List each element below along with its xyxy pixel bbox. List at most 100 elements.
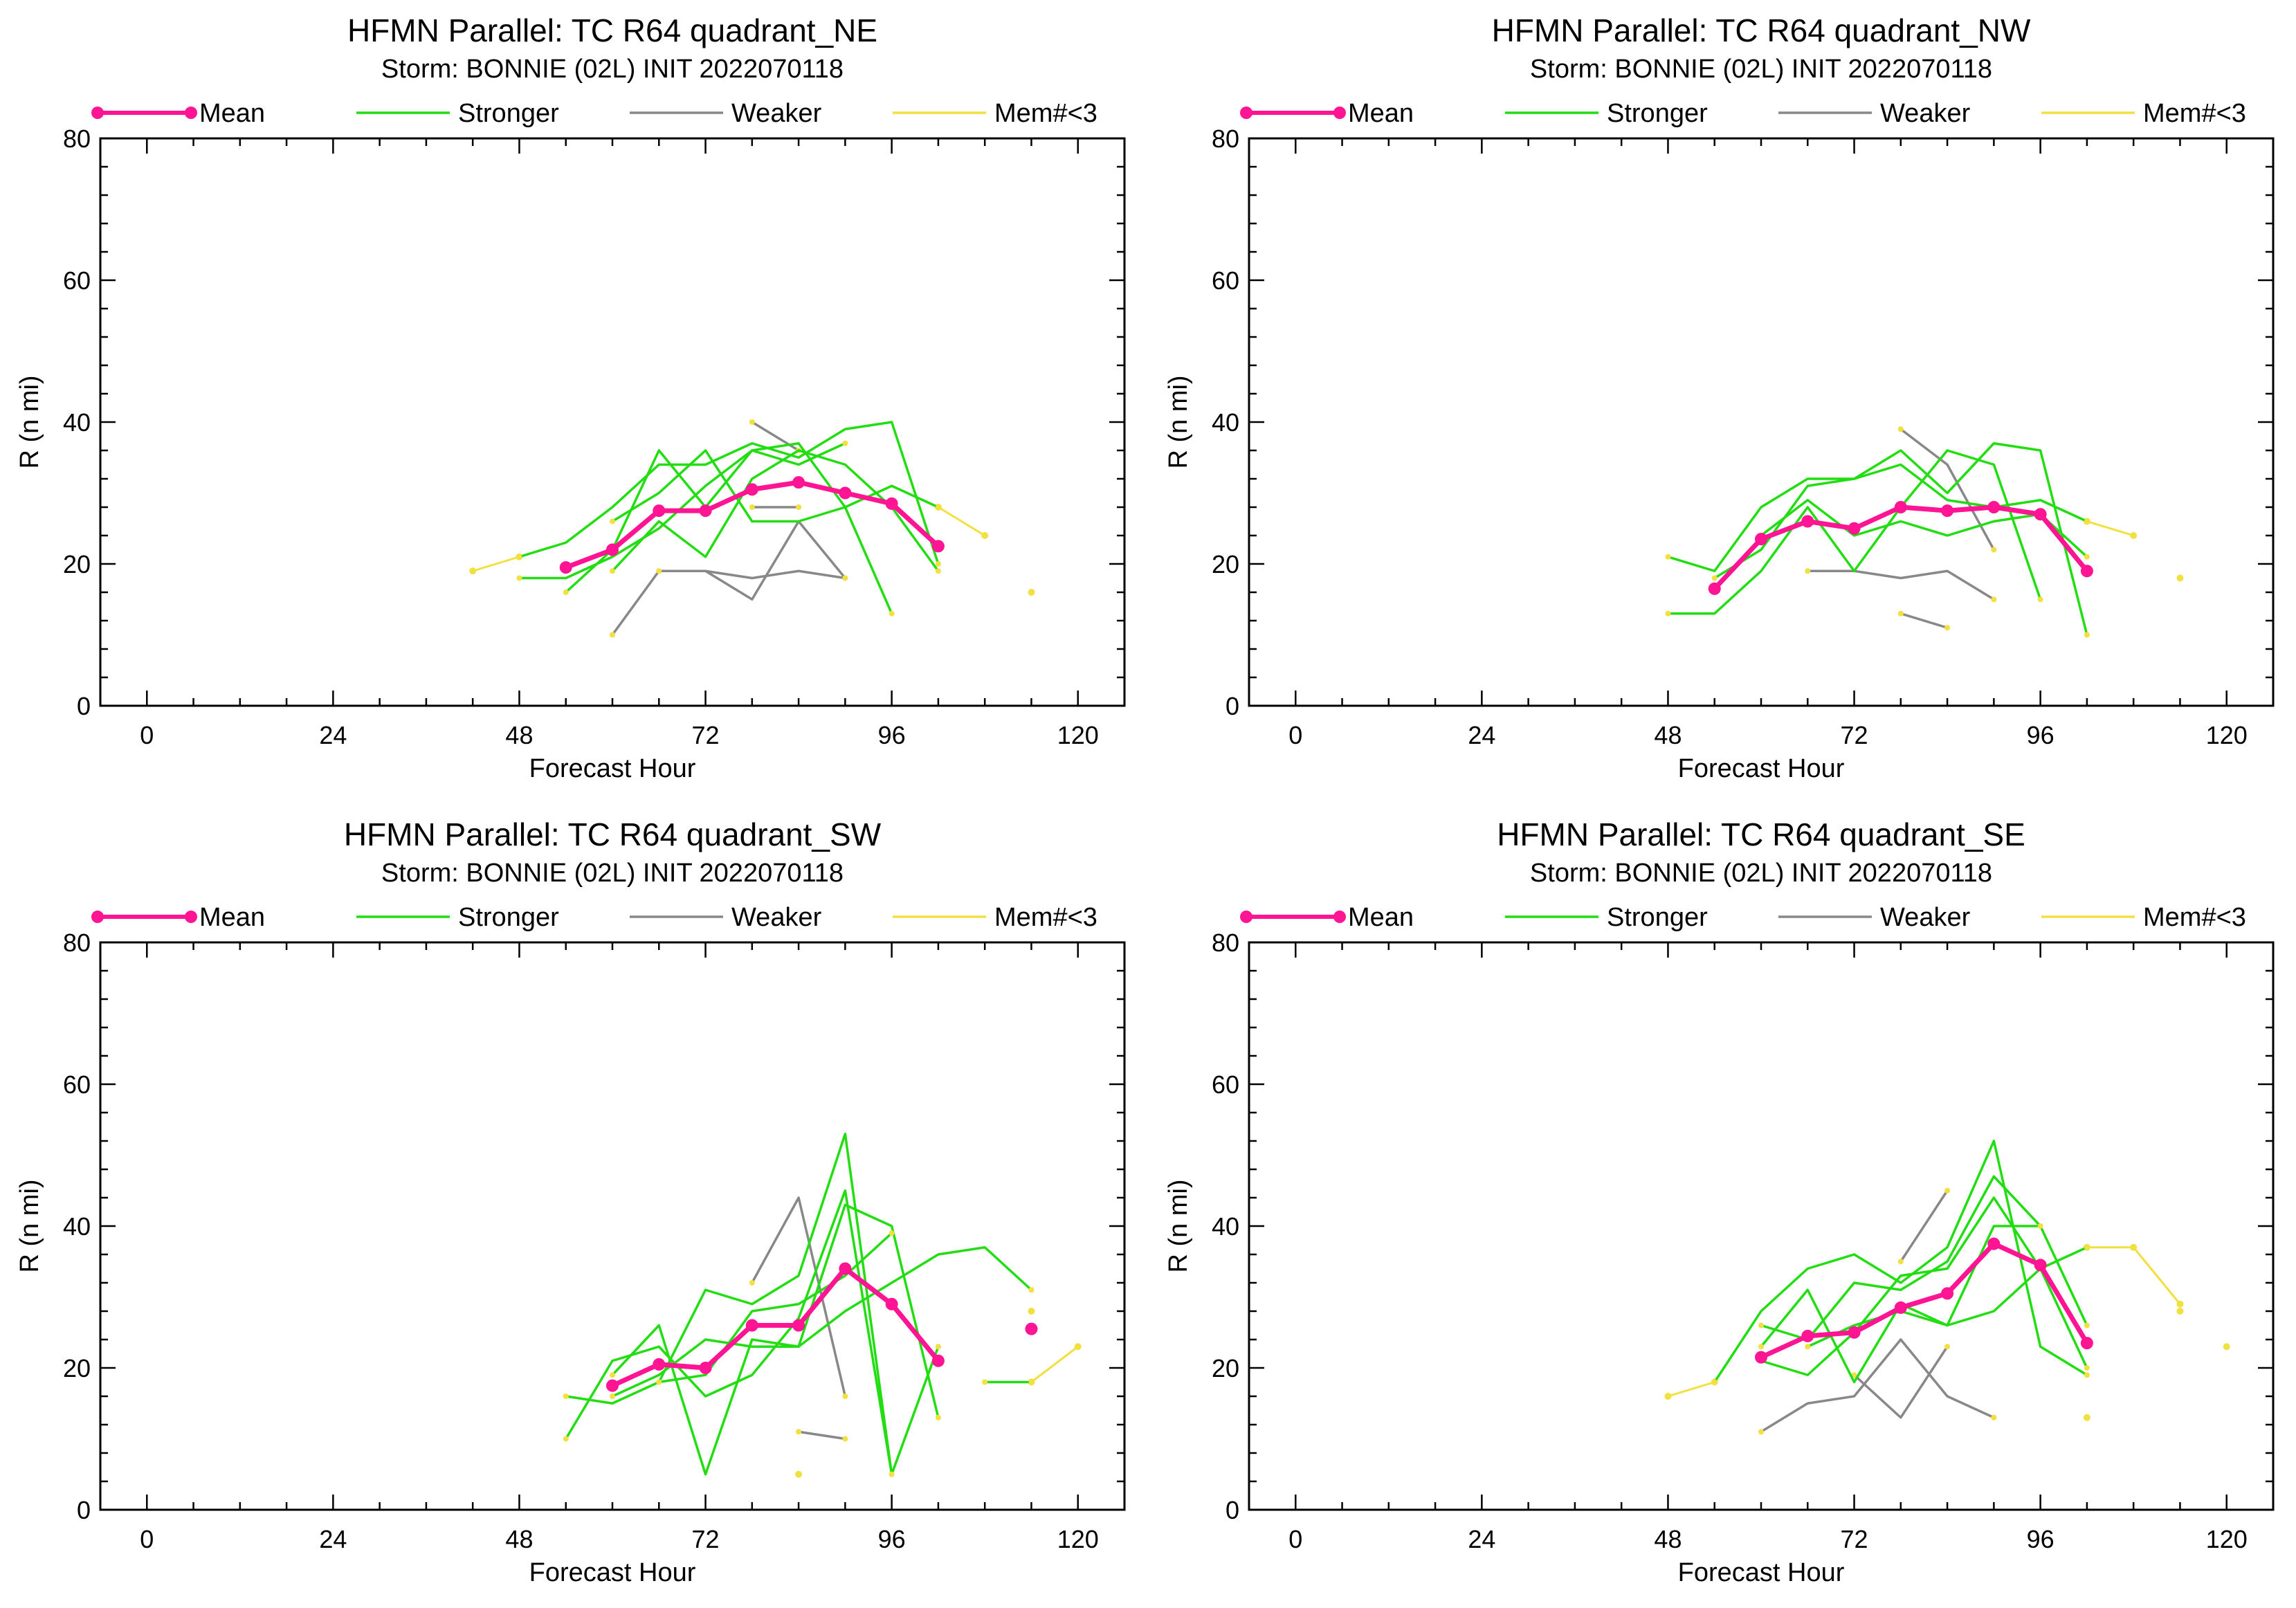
mean-point (1941, 504, 1954, 518)
chart-title: HFMN Parallel: TC R64 quadrant_SE (1497, 816, 2025, 852)
series-few_members (2176, 1308, 2184, 1315)
member-point (2084, 1244, 2090, 1250)
member-point (935, 568, 941, 574)
panel-3: HFMN Parallel: TC R64 quadrant_SW Storm: … (15, 816, 1126, 1587)
series-line-stronger (1713, 1140, 2088, 1383)
member-point (795, 1470, 803, 1478)
member-point (563, 590, 569, 595)
legend: Mean Stronger Weaker Mem#<3 (1240, 99, 2246, 128)
y-tick-label: 0 (77, 692, 91, 720)
x-axis: 0 24 48 72 96 120 Forecast Hour (140, 138, 1099, 783)
x-tick-label: 0 (1288, 1525, 1302, 1553)
mean-point (606, 543, 619, 556)
series-weaker (1897, 426, 1997, 553)
x-tick-label: 96 (878, 721, 906, 749)
series-stronger (1665, 449, 2043, 616)
y-tick-label: 40 (63, 408, 91, 437)
mean-point (606, 1379, 619, 1392)
mean-point (1801, 1329, 1814, 1342)
member-point (2130, 1243, 2138, 1251)
member-point (1711, 575, 1718, 581)
series-line-stronger (518, 421, 940, 565)
member-point (1897, 1259, 1904, 1265)
series-line-stronger (519, 442, 893, 614)
series-stronger (563, 1189, 895, 1477)
plot-area (563, 1133, 1082, 1478)
x-tick-label: 48 (505, 721, 533, 749)
plot-frame (1248, 941, 2275, 1511)
member-point (1991, 547, 1997, 553)
member-point (2084, 1372, 2090, 1378)
legend-label-stronger: Stronger (1607, 99, 1708, 128)
member-point (935, 1344, 941, 1350)
x-tick-label: 0 (140, 1525, 154, 1553)
series-line-weaker (1900, 612, 1948, 629)
legend-label-mean: Mean (1348, 903, 1414, 932)
member-point (1758, 1429, 1764, 1435)
series-mean (1755, 1237, 2093, 1364)
member-point (981, 532, 989, 539)
member-point (749, 1280, 755, 1286)
mean-point (653, 504, 666, 518)
y-axis: 0 20 40 60 80 R (n mi) (1164, 929, 2273, 1524)
member-point (1664, 1393, 1672, 1400)
member-point (610, 518, 615, 524)
series-weaker (1851, 1344, 1951, 1419)
member-point (2037, 1223, 2043, 1229)
series-line-weaker (798, 1430, 846, 1441)
plot-area (1664, 1140, 2230, 1435)
series-line-stronger (1760, 1196, 2088, 1376)
y-tick-label: 60 (1212, 266, 1239, 295)
series-line-stronger (565, 1133, 940, 1476)
member-point (842, 1394, 848, 1399)
member-point (2176, 1308, 2184, 1315)
member-point (889, 1471, 895, 1477)
member-point (1074, 1343, 1082, 1351)
series-mean (1025, 1322, 1038, 1335)
y-axis-label: R (n mi) (15, 375, 44, 468)
x-tick-label: 48 (1654, 1525, 1682, 1553)
mean-point (839, 486, 852, 500)
member-point (1028, 1379, 1035, 1385)
member-point (796, 504, 802, 510)
mean-point (653, 1358, 666, 1371)
member-point (1944, 1344, 1951, 1350)
member-point (516, 554, 522, 560)
series-few_members (2083, 1243, 2184, 1308)
x-tick-label: 72 (1841, 721, 1868, 749)
member-point (610, 1394, 615, 1399)
series-line-few_members (472, 556, 520, 572)
x-axis: 0 24 48 72 96 120 Forecast Hour (140, 942, 1099, 1587)
mean-point (559, 561, 572, 574)
series-stronger (610, 449, 941, 524)
series-line-stronger (611, 1203, 940, 1476)
member-point (469, 567, 477, 575)
legend-marker-mean (1240, 107, 1252, 119)
legend-label-mean: Mean (199, 99, 265, 128)
mean-point (1755, 533, 1767, 546)
series-few_members (469, 553, 523, 575)
plot-area (1665, 426, 2184, 638)
series-few_members (2176, 574, 2184, 582)
y-tick-label: 80 (1212, 929, 1239, 957)
series-few_members (1028, 589, 1035, 596)
panel-1: HFMN Parallel: TC R64 quadrant_NE Storm: … (15, 12, 1126, 783)
series-stronger (610, 1246, 1035, 1399)
panel-4: HFMN Parallel: TC R64 quadrant_SE Storm: … (1164, 816, 2275, 1587)
member-point (935, 561, 941, 567)
mean-point (1987, 1237, 2001, 1250)
member-point (1805, 568, 1811, 574)
x-tick-label: 120 (2206, 1525, 2248, 1553)
legend: Mean Stronger Weaker Mem#<3 (1240, 903, 2246, 932)
x-tick-label: 120 (1057, 1525, 1099, 1553)
series-line-weaker (1853, 1346, 1949, 1419)
member-point (842, 1436, 848, 1442)
member-point (842, 440, 848, 446)
x-tick-label: 48 (505, 1525, 533, 1553)
member-point (2084, 518, 2090, 524)
y-tick-label: 60 (1212, 1070, 1239, 1099)
series-line-weaker (659, 569, 846, 580)
y-axis-label: R (n mi) (15, 1179, 44, 1272)
member-point (2037, 596, 2043, 603)
